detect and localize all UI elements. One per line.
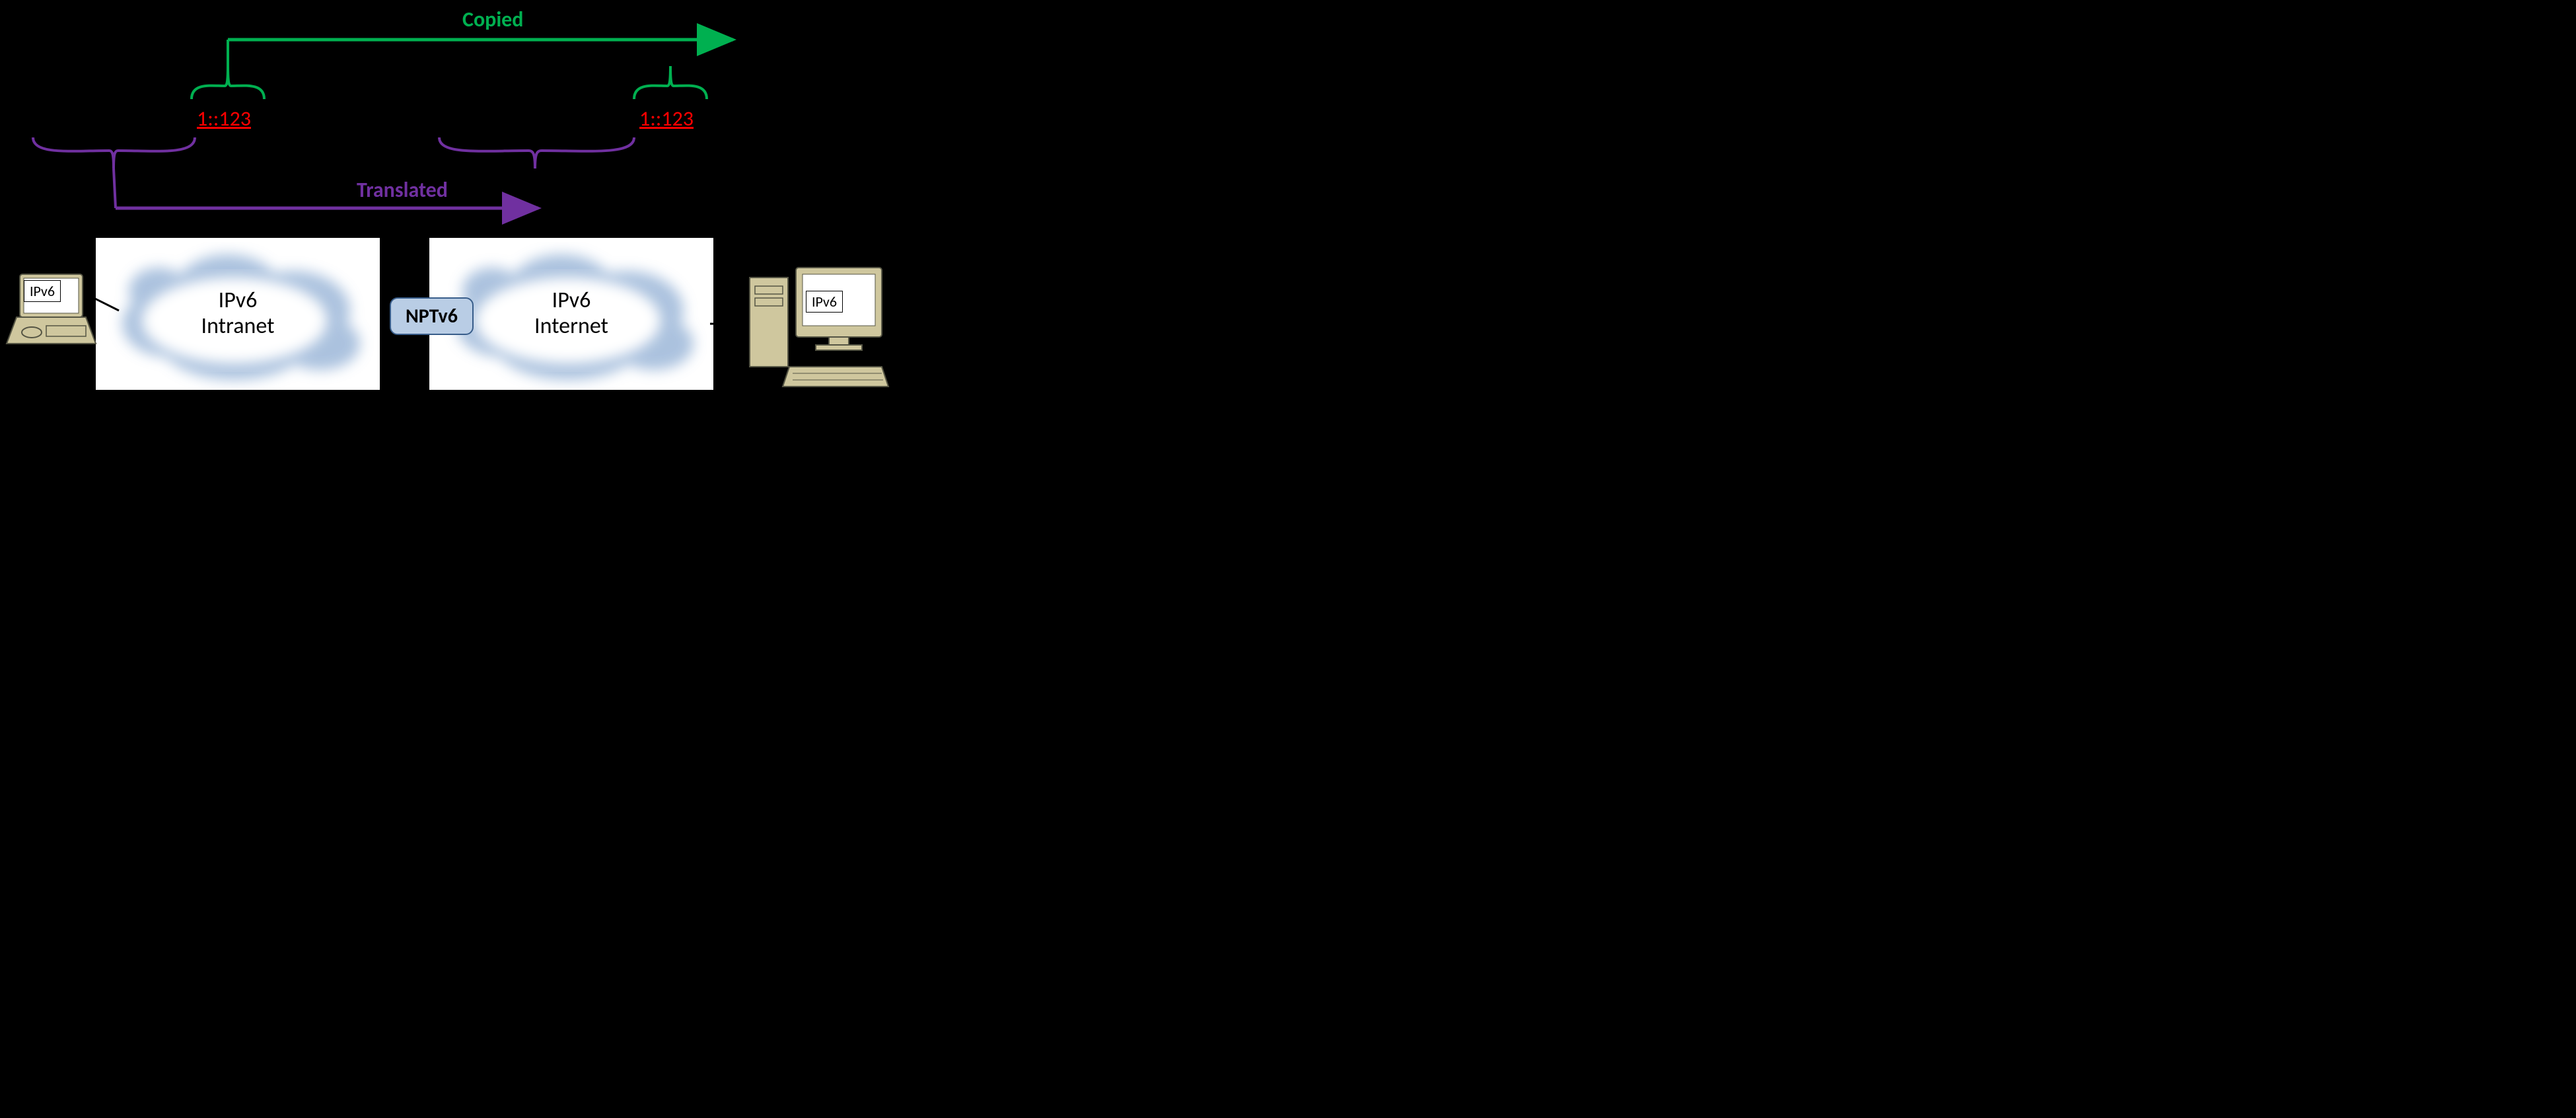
purple-brace-right bbox=[439, 137, 634, 168]
nptv6-node: NPTv6 bbox=[390, 297, 474, 335]
internet-line1: IPv6 bbox=[552, 287, 591, 314]
green-brace-left bbox=[192, 66, 264, 99]
purple-brace-left bbox=[33, 137, 195, 168]
intranet-cloud-label: IPv6 Intranet bbox=[96, 287, 380, 339]
laptop-ipv6-tag: IPv6 bbox=[24, 280, 61, 302]
internet-line2: Internet bbox=[534, 313, 608, 340]
green-brace-right bbox=[634, 66, 707, 99]
desktop-ipv6-tag: IPv6 bbox=[806, 291, 843, 313]
translated-connector bbox=[114, 168, 116, 208]
left-address-suffix: 1::123 bbox=[197, 106, 251, 131]
intranet-line1: IPv6 bbox=[219, 287, 258, 314]
desktop-icon bbox=[750, 268, 888, 387]
copied-label: Copied bbox=[462, 7, 523, 32]
nptv6-label: NPTv6 bbox=[406, 304, 458, 328]
translated-label: Translated bbox=[357, 177, 448, 203]
intranet-line2: Intranet bbox=[201, 313, 275, 340]
right-address-suffix: 1::123 bbox=[639, 106, 694, 131]
intranet-cloud: IPv6 Intranet bbox=[96, 238, 380, 390]
